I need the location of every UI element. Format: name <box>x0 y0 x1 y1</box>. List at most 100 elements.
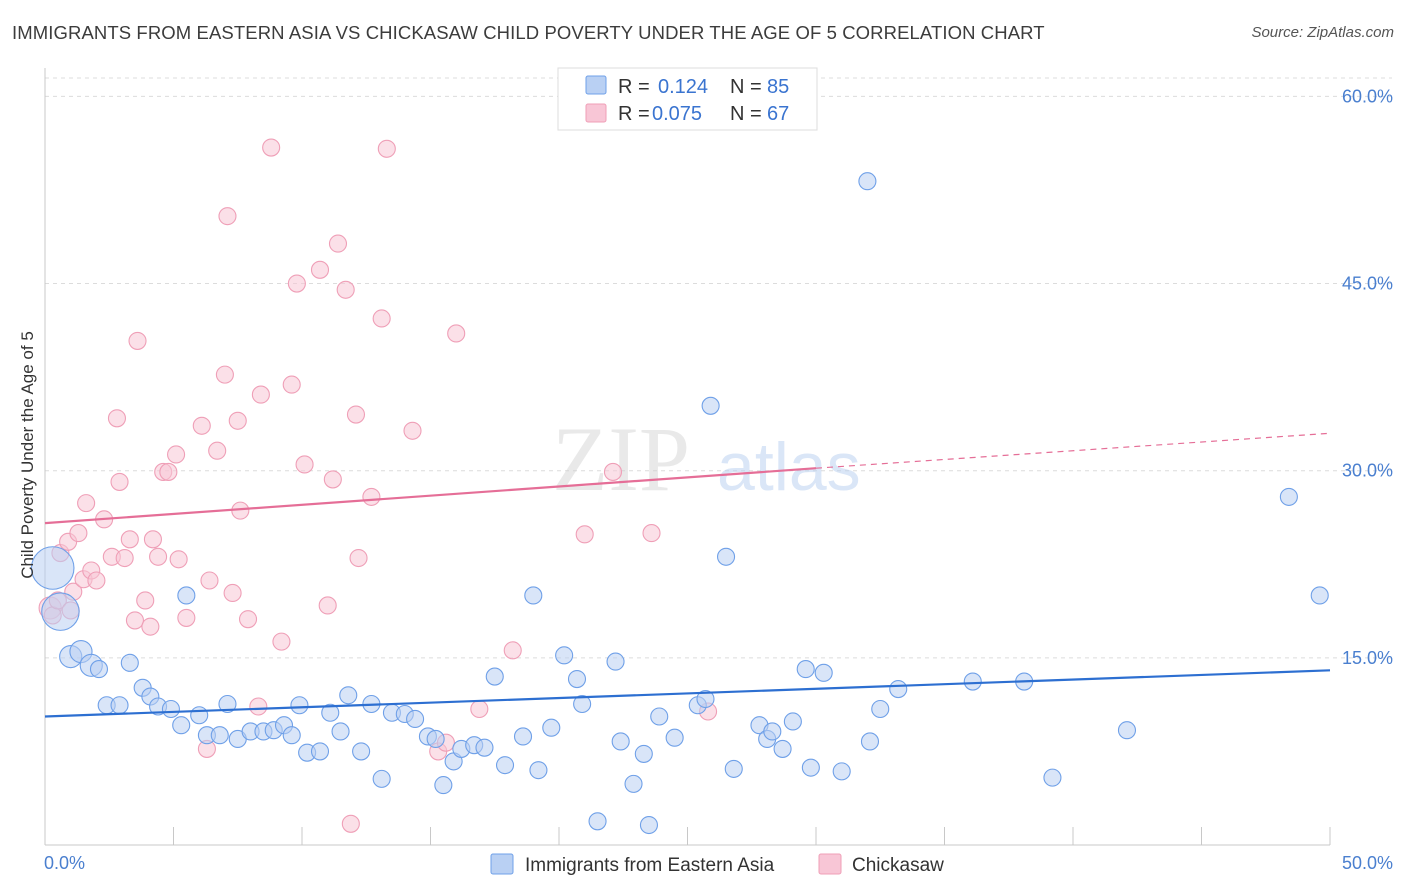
point-chickasaw <box>249 697 268 716</box>
point-immigrants-eastern-asia <box>716 547 736 566</box>
point-immigrants-eastern-asia <box>889 679 908 699</box>
y-tick-label: 30.0% <box>1342 461 1393 481</box>
point-immigrants-eastern-asia <box>290 696 309 715</box>
watermark-atlas: atlas <box>717 429 861 505</box>
point-immigrants-eastern-asia <box>814 663 833 682</box>
point-immigrants-eastern-asia <box>41 592 80 631</box>
point-chickasaw <box>575 525 594 544</box>
point-chickasaw <box>143 530 162 549</box>
point-immigrants-eastern-asia <box>475 738 494 757</box>
point-chickasaw <box>192 416 211 435</box>
y-axis-label: Child Poverty Under the Age of 5 <box>18 331 37 579</box>
x-tick-max: 50.0% <box>1342 853 1393 873</box>
point-chickasaw <box>642 524 661 543</box>
legend-n-value-pink: 67 <box>767 103 789 125</box>
point-chickasaw <box>323 470 342 489</box>
point-immigrants-eastern-asia <box>763 722 782 741</box>
point-chickasaw <box>341 814 360 833</box>
point-chickasaw <box>349 548 368 568</box>
point-chickasaw <box>115 548 134 568</box>
point-immigrants-eastern-asia <box>372 769 391 788</box>
point-immigrants-eastern-asia <box>573 694 592 714</box>
point-immigrants-eastern-asia <box>555 646 574 665</box>
point-immigrants-eastern-asia <box>871 699 890 719</box>
point-chickasaw <box>362 487 381 506</box>
point-immigrants-eastern-asia <box>495 756 515 775</box>
source-label: Source: ZipAtlas.com <box>1251 24 1394 41</box>
point-immigrants-eastern-asia <box>110 696 129 715</box>
point-immigrants-eastern-asia <box>513 727 533 746</box>
point-immigrants-eastern-asia <box>701 396 720 415</box>
point-immigrants-eastern-asia <box>1117 721 1137 740</box>
trend-line-immigrants-eastern-asia <box>44 669 1331 718</box>
point-immigrants-eastern-asia <box>331 722 350 741</box>
point-chickasaw <box>125 611 144 630</box>
y-tick-labels: 15.0% 30.0% 45.0% 60.0% <box>1342 86 1393 667</box>
point-immigrants-eastern-asia <box>282 726 301 745</box>
point-chickasaw <box>110 472 129 491</box>
point-chickasaw <box>69 524 88 543</box>
point-chickasaw <box>328 234 348 253</box>
point-immigrants-eastern-asia <box>963 672 982 691</box>
point-chickasaw <box>287 274 306 293</box>
legend-n-label-blue: N = <box>730 76 762 98</box>
point-immigrants-eastern-asia <box>352 742 371 761</box>
point-chickasaw <box>377 139 396 158</box>
point-immigrants-eastern-asia <box>650 707 669 726</box>
bottom-legend-label-pink: Chickasaw <box>852 855 944 876</box>
point-immigrants-eastern-asia <box>858 172 877 191</box>
point-immigrants-eastern-asia <box>529 761 548 780</box>
point-immigrants-eastern-asia <box>339 686 358 705</box>
point-chickasaw <box>77 494 96 513</box>
y-tick-label: 60.0% <box>1342 86 1393 106</box>
point-chickasaw <box>447 324 466 343</box>
point-immigrants-eastern-asia <box>796 660 815 679</box>
legend-box: R = 0.124 N = 85 R = 0.075 N = 67 <box>557 67 818 131</box>
legend-r-label-pink: R = <box>618 103 650 125</box>
point-chickasaw <box>295 455 314 474</box>
point-chickasaw <box>238 610 258 629</box>
point-immigrants-eastern-asia <box>190 706 209 725</box>
point-chickasaw <box>167 445 186 464</box>
point-immigrants-eastern-asia <box>783 712 802 731</box>
point-chickasaw <box>603 462 623 481</box>
point-chickasaw <box>318 596 337 615</box>
point-chickasaw <box>169 550 188 569</box>
point-chickasaw <box>503 641 522 660</box>
x-tick-min: 0.0% <box>44 853 85 873</box>
legend-r-label-blue: R = <box>618 76 650 98</box>
point-chickasaw <box>282 375 301 394</box>
point-immigrants-eastern-asia <box>485 667 504 686</box>
point-chickasaw <box>372 309 391 328</box>
bottom-legend-label-blue: Immigrants from Eastern Asia <box>525 855 775 876</box>
point-immigrants-eastern-asia <box>1310 586 1329 605</box>
point-chickasaw <box>403 421 422 440</box>
point-immigrants-eastern-asia <box>665 728 684 747</box>
gridlines <box>45 77 1392 659</box>
point-immigrants-eastern-asia <box>524 586 543 605</box>
point-immigrants-eastern-asia <box>588 812 607 831</box>
point-chickasaw <box>336 280 355 299</box>
point-chickasaw <box>208 441 227 460</box>
watermark: ZIP atlas <box>552 408 861 510</box>
trend-lines <box>44 432 1331 718</box>
point-immigrants-eastern-asia <box>210 726 229 745</box>
point-immigrants-eastern-asia <box>639 815 659 835</box>
point-chickasaw <box>346 405 366 424</box>
point-chickasaw <box>470 699 489 719</box>
point-immigrants-eastern-asia <box>89 660 109 679</box>
point-chickasaw <box>107 409 127 428</box>
legend-r-value-blue: 0.124 <box>658 76 708 98</box>
point-chickasaw <box>87 571 106 590</box>
bottom-legend-swatch-pink <box>818 853 842 875</box>
point-chickasaw <box>177 608 196 627</box>
point-immigrants-eastern-asia <box>218 694 237 714</box>
point-immigrants-eastern-asia <box>177 586 196 605</box>
point-immigrants-eastern-asia <box>406 709 425 729</box>
point-chickasaw <box>159 462 178 481</box>
point-chickasaw <box>215 365 234 384</box>
point-chickasaw <box>228 411 247 430</box>
trend-line-chickasaw-extrapolated <box>815 432 1331 469</box>
point-immigrants-eastern-asia <box>773 739 792 758</box>
legend-swatch-pink <box>585 103 607 123</box>
